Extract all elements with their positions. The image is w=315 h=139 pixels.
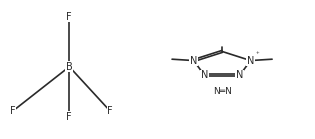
Text: N: N	[236, 70, 243, 80]
Text: N═N: N═N	[213, 87, 232, 96]
Text: F: F	[66, 112, 72, 122]
Text: N: N	[247, 56, 254, 66]
Text: ⁺: ⁺	[255, 52, 259, 58]
Text: F: F	[107, 106, 113, 116]
Text: N: N	[190, 56, 197, 66]
Text: F: F	[66, 12, 72, 22]
Text: B: B	[66, 62, 73, 72]
Text: N: N	[201, 70, 208, 80]
Text: F: F	[10, 106, 15, 116]
